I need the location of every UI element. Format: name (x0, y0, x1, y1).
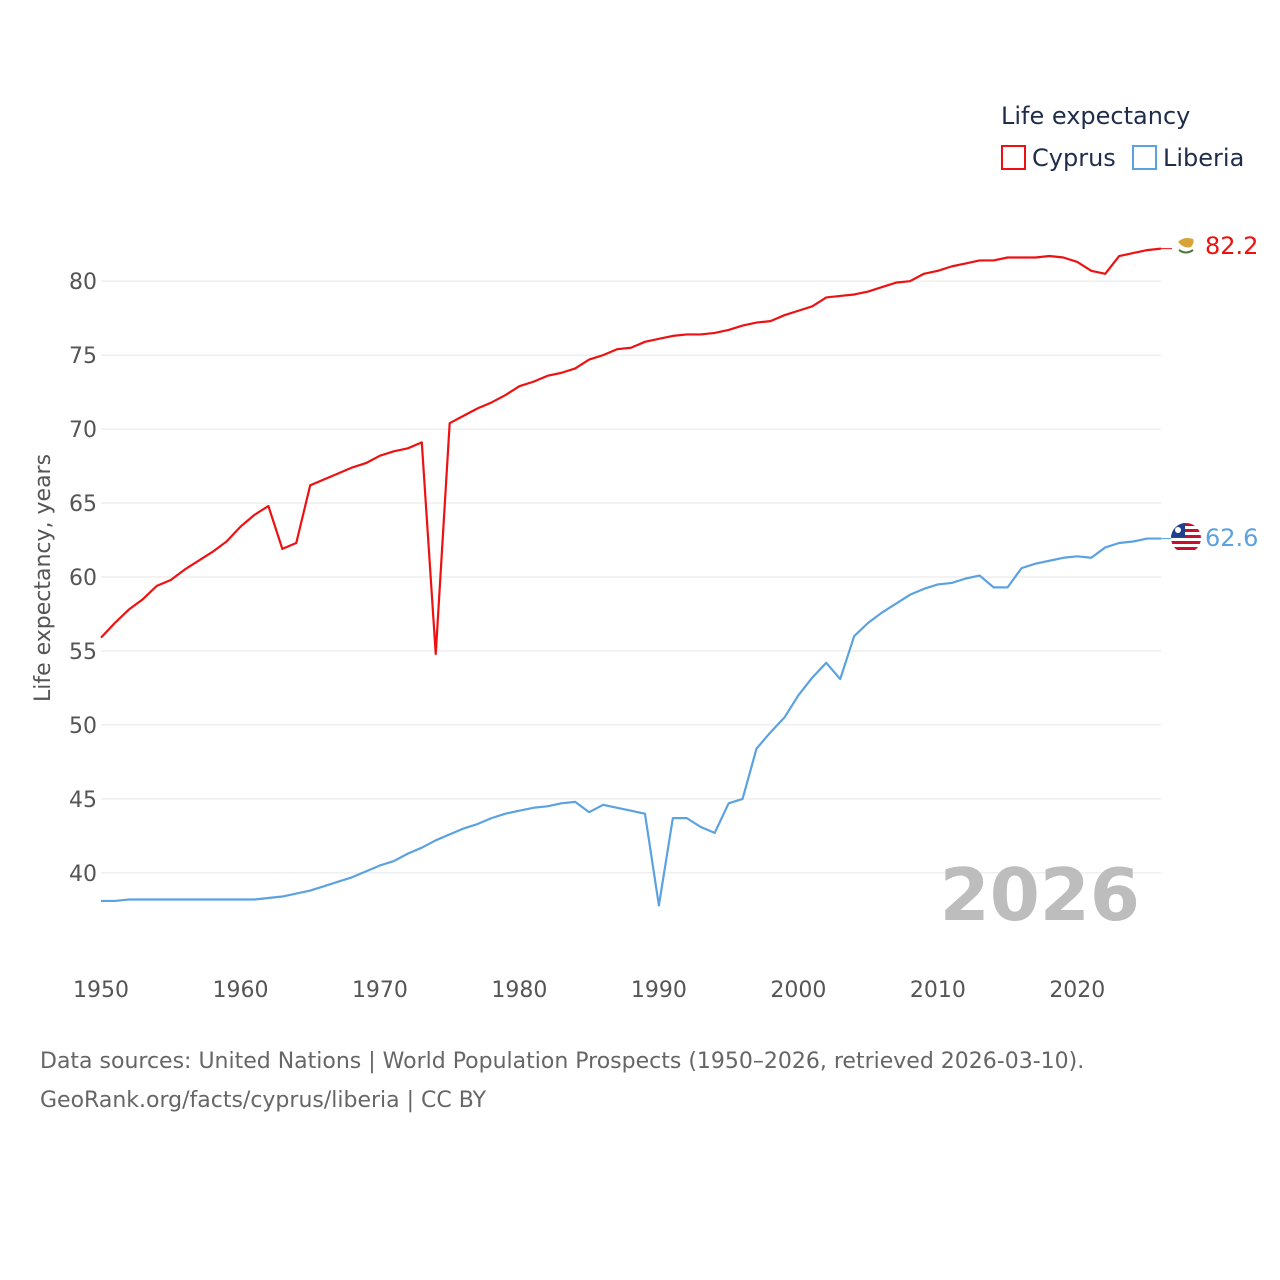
gridlines (101, 280, 1161, 874)
source-line-1: Data sources: United Nations | World Pop… (40, 1049, 1085, 1074)
x-tick-label: 1980 (491, 978, 547, 1003)
year-watermark: 2026 (940, 853, 1140, 937)
x-tick-label: 2020 (1049, 978, 1105, 1003)
legend-label-cyprus: Cyprus (1032, 144, 1116, 172)
legend-title: Life expectancy (1001, 102, 1190, 130)
series-layer (100, 247, 1172, 907)
end-label-cyprus: 82.2 (1205, 232, 1258, 260)
y-axis-title: Life expectancy, years (31, 454, 56, 702)
x-axis: 1950 1960 1970 1980 1990 2000 2010 2020 (73, 978, 1105, 1003)
y-tick-label: 40 (69, 862, 97, 887)
cyprus-flag-icon (1172, 231, 1200, 259)
series-line-cyprus (100, 247, 1162, 656)
legend-swatch-liberia (1132, 145, 1157, 170)
x-tick-label: 1960 (212, 978, 268, 1003)
y-tick-label: 80 (69, 270, 97, 295)
y-tick-label: 55 (69, 640, 97, 665)
source-note: Data sources: United Nations | World Pop… (40, 1042, 1240, 1120)
legend: Life expectancy Cyprus Liberia (1001, 102, 1244, 172)
y-axis: 40 45 50 55 60 65 70 75 80 (69, 270, 97, 887)
y-tick-label: 65 (69, 492, 97, 517)
series-line-liberia (101, 537, 1161, 907)
y-tick-label: 70 (69, 418, 97, 443)
legend-swatch-cyprus (1001, 145, 1026, 170)
source-line-2: GeoRank.org/facts/cyprus/liberia | CC BY (40, 1088, 487, 1113)
x-tick-label: 2000 (770, 978, 826, 1003)
y-tick-label: 45 (69, 788, 97, 813)
y-tick-label: 60 (69, 566, 97, 591)
x-tick-label: 1970 (352, 978, 408, 1003)
x-tick-label: 1950 (73, 978, 129, 1003)
end-label-liberia: 62.6 (1205, 524, 1258, 552)
y-tick-label: 75 (69, 344, 97, 369)
x-tick-label: 1990 (631, 978, 687, 1003)
y-tick-label: 50 (69, 714, 97, 739)
legend-label-liberia: Liberia (1163, 144, 1244, 172)
x-tick-label: 2010 (910, 978, 966, 1003)
liberia-flag-icon (1171, 523, 1201, 553)
